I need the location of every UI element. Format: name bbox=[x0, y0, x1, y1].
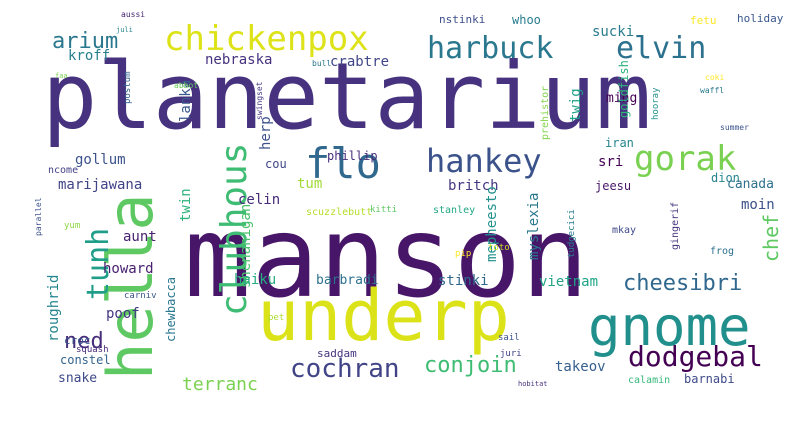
cloud-word-frog: frog bbox=[710, 246, 734, 257]
cloud-word-constel: constel bbox=[60, 353, 111, 367]
cloud-word-phillip: phillip bbox=[327, 149, 378, 163]
cloud-word-roughrid: roughrid bbox=[46, 275, 62, 342]
cloud-word-bull: bull bbox=[312, 59, 331, 68]
cloud-word-barnabi: barnabi bbox=[684, 372, 735, 386]
cloud-word-yum: yum bbox=[64, 221, 80, 231]
cloud-word-marijawana: marijawana bbox=[58, 177, 142, 193]
cloud-word-kitti: kitti bbox=[370, 205, 397, 215]
cloud-word-tunh: tunh bbox=[81, 228, 116, 300]
cloud-word-goldfish: goldfish bbox=[617, 60, 631, 118]
cloud-word-britch: britch bbox=[448, 178, 499, 194]
cloud-word-herp: herp bbox=[258, 116, 274, 150]
cloud-word-haiku: haiku bbox=[234, 272, 276, 288]
cloud-word-dion: dion bbox=[711, 171, 740, 185]
cloud-word-holiday: holiday bbox=[737, 12, 784, 25]
cloud-word-lanka: lanka bbox=[178, 80, 194, 122]
cloud-word-canada: canada bbox=[727, 177, 774, 192]
cloud-word-kroff: kroff bbox=[68, 48, 110, 64]
cloud-word-calamin: calamin bbox=[628, 375, 670, 386]
cloud-word-juri: juri bbox=[500, 349, 522, 359]
cloud-word-chewbacca: chewbacca bbox=[164, 277, 178, 342]
cloud-word-planetarium: planetarium bbox=[42, 43, 651, 150]
cloud-word-nebraska: nebraska bbox=[205, 52, 272, 68]
cloud-word-faa: faa bbox=[55, 72, 68, 80]
cloud-word-swingset: swingset bbox=[255, 81, 264, 120]
cloud-word-arium: arium bbox=[52, 29, 118, 54]
cloud-word-tudgecici: tudgecici bbox=[567, 209, 577, 258]
cloud-word-hobitat: hobitat bbox=[518, 380, 548, 388]
cloud-word-harbuck: harbuck bbox=[427, 31, 553, 66]
cloud-word-waffl: waffl bbox=[700, 86, 724, 95]
cloud-word-gollum: gollum bbox=[75, 152, 126, 168]
cloud-word-postum: postum bbox=[123, 71, 133, 104]
cloud-word-gorak: gorak bbox=[634, 139, 736, 179]
cloud-word-mkay: mkay bbox=[612, 225, 636, 236]
cloud-word-hella: hella bbox=[94, 193, 167, 380]
cloud-word-mepheesto: mepheesto bbox=[484, 186, 500, 262]
cloud-word-tum: tum bbox=[297, 176, 322, 192]
cloud-word-takeov: takeov bbox=[555, 359, 606, 375]
cloud-word-clubhous: clubhous bbox=[214, 143, 255, 316]
cloud-word-moin: moin bbox=[741, 197, 775, 213]
cloud-word-jeesu: jeesu bbox=[595, 179, 631, 193]
cloud-word-whoo: whoo bbox=[512, 13, 541, 27]
cloud-word-chef: chef bbox=[759, 214, 783, 262]
cloud-word-cheesibri: cheesibri bbox=[623, 271, 742, 296]
cloud-word-poof: poof bbox=[106, 306, 140, 322]
cloud-word-toto: toto bbox=[488, 243, 510, 253]
cloud-word-underp: underp bbox=[257, 275, 510, 357]
cloud-word-ncome: ncome bbox=[48, 165, 78, 176]
cloud-word-summer: summer bbox=[720, 123, 749, 132]
cloud-word-sail: sail bbox=[498, 333, 520, 343]
cloud-word-vietnam: vietnam bbox=[539, 274, 598, 290]
cloud-word-manson: manson bbox=[184, 193, 589, 323]
cloud-word-iran: iran bbox=[605, 136, 634, 150]
cloud-word-sucki: sucki bbox=[592, 24, 634, 40]
cloud-word-juli: juli bbox=[116, 26, 133, 34]
cloud-word-ming: ming bbox=[606, 91, 637, 106]
cloud-word-croc: croc bbox=[64, 334, 91, 347]
cloud-word-hankey: hankey bbox=[426, 142, 542, 180]
cloud-word-cou: cou bbox=[265, 157, 287, 171]
cloud-word-ned: ned bbox=[64, 329, 104, 354]
cloud-word-stanley: stanley bbox=[433, 205, 475, 216]
cloud-word-elvin: elvin bbox=[616, 31, 706, 66]
cloud-word-cochran: cochran bbox=[290, 354, 400, 384]
cloud-word-pip: pip bbox=[455, 249, 471, 259]
cloud-word-parallel: parallel bbox=[34, 197, 43, 236]
cloud-word-aussi: aussi bbox=[121, 10, 145, 19]
cloud-word-carniv: carniv bbox=[124, 291, 157, 301]
cloud-word-twig: twig bbox=[568, 88, 584, 122]
cloud-word-squash: squash bbox=[76, 345, 109, 355]
cloud-word-celin: celin bbox=[238, 192, 280, 208]
cloud-word-prehistor: prehistor bbox=[540, 86, 551, 140]
cloud-word-crabtre: crabtre bbox=[330, 54, 389, 70]
cloud-word-conjoin: conjoin bbox=[424, 353, 517, 378]
cloud-word-nstinki: nstinki bbox=[439, 13, 485, 26]
cloud-word-shenanigan: shenanigan bbox=[238, 204, 254, 288]
cloud-word-abbot: abbot bbox=[174, 81, 198, 90]
cloud-word-twin: twin bbox=[178, 188, 194, 222]
cloud-word-chickenpox: chickenpox bbox=[164, 19, 369, 59]
cloud-word-terranc: terranc bbox=[182, 374, 258, 395]
cloud-word-hooray: hooray bbox=[651, 87, 661, 120]
cloud-word-barbradi: barbradi bbox=[316, 273, 379, 288]
cloud-word-sri: sri bbox=[598, 154, 623, 170]
cloud-word-fetu: fetu bbox=[690, 14, 717, 27]
cloud-word-coki: coki bbox=[705, 73, 724, 82]
cloud-word-stinki: stinki bbox=[438, 273, 489, 289]
cloud-word-saddam: saddam bbox=[317, 347, 357, 360]
cloud-word-snake: snake bbox=[58, 371, 97, 386]
cloud-word-aunt: aunt bbox=[123, 229, 157, 245]
cloud-word-flo: flo bbox=[305, 139, 381, 188]
cloud-word-scuzzlebutt: scuzzlebutt bbox=[306, 207, 372, 218]
cloud-word-dodgebal: dodgebal bbox=[628, 340, 763, 373]
cloud-word-pet: pet bbox=[268, 313, 284, 323]
cloud-word-howard: howard bbox=[103, 261, 154, 277]
cloud-word-gnome: gnome bbox=[588, 295, 751, 358]
cloud-word-myslexia: myslexia bbox=[526, 193, 542, 260]
cloud-word-gingerif: gingerif bbox=[670, 202, 681, 250]
